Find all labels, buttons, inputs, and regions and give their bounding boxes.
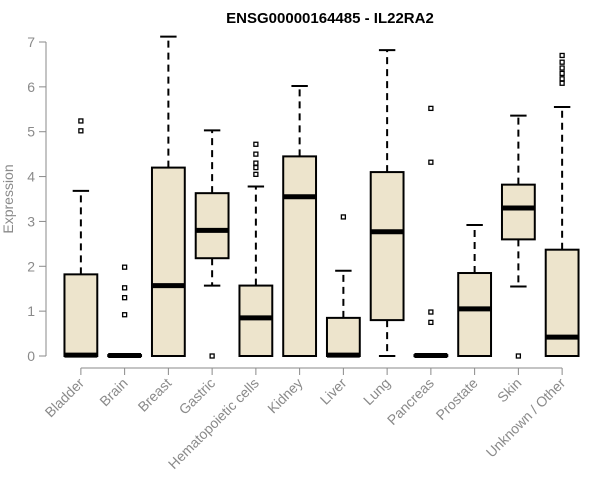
box-iqr xyxy=(369,171,405,322)
outlier-point xyxy=(559,52,565,59)
box-hematopoietic-cells xyxy=(238,141,274,357)
box-iqr xyxy=(500,183,536,241)
box-lung xyxy=(369,49,405,357)
box-unknown-other xyxy=(544,52,580,357)
box-liver xyxy=(325,214,361,358)
outlier-point xyxy=(253,151,259,157)
outlier-point xyxy=(428,309,434,315)
y-tick-label: 5 xyxy=(27,124,35,140)
outlier-point xyxy=(428,105,434,112)
x-tick-label: Lung xyxy=(360,375,393,408)
outlier-point xyxy=(253,141,259,147)
boxes-group xyxy=(63,35,580,359)
outlier-point xyxy=(121,285,128,291)
y-tick-label: 1 xyxy=(27,303,35,319)
box-iqr xyxy=(194,192,230,260)
outlier-point xyxy=(428,159,434,165)
y-tick-label: 0 xyxy=(27,348,35,364)
y-tick-label: 4 xyxy=(27,169,35,185)
x-tick-label: Prostate xyxy=(433,375,481,423)
outlier-point xyxy=(559,59,565,65)
outlier-point xyxy=(253,171,259,177)
outlier-point xyxy=(559,70,565,77)
box-skin xyxy=(500,114,536,359)
box-iqr xyxy=(457,272,493,357)
box-iqr xyxy=(63,273,99,357)
box-prostate xyxy=(457,224,493,357)
x-tick-label: Pancreas xyxy=(384,375,437,428)
x-tick-label: Brain xyxy=(96,375,130,409)
box-iqr xyxy=(282,155,318,357)
outlier-point xyxy=(340,214,347,220)
outlier-point xyxy=(78,118,84,124)
outlier-point xyxy=(515,353,522,359)
x-tick-label: Breast xyxy=(135,375,175,415)
x-tick-label: Unknown / Other xyxy=(483,375,569,461)
y-axis: 0 1 2 3 4 5 6 7 xyxy=(27,34,47,364)
x-tick-label: Bladder xyxy=(42,375,88,421)
outlier-point xyxy=(253,164,259,171)
y-tick-label: 3 xyxy=(27,213,35,229)
x-tick-label: Kidney xyxy=(264,375,306,417)
outlier-point xyxy=(428,319,434,326)
y-tick-label: 7 xyxy=(27,34,35,50)
box-bladder xyxy=(63,118,99,358)
outlier-point xyxy=(559,65,565,71)
x-tick-label: Liver xyxy=(317,375,350,408)
outlier-point xyxy=(253,160,259,166)
outlier-point xyxy=(559,76,565,82)
x-tick-label: Skin xyxy=(494,375,525,406)
outlier-point xyxy=(121,312,128,318)
box-iqr xyxy=(150,166,186,357)
box-iqr xyxy=(544,248,580,357)
x-tick-label: Gastric xyxy=(176,375,219,418)
box-iqr xyxy=(325,316,361,357)
outlier-point xyxy=(121,295,128,301)
box-kidney xyxy=(282,84,318,357)
outlier-point xyxy=(559,80,565,86)
box-pancreas xyxy=(413,105,449,359)
box-gastric xyxy=(194,129,230,359)
outlier-point xyxy=(78,128,84,134)
y-tick-label: 2 xyxy=(27,258,35,274)
chart-title: ENSG00000164485 - IL22RA2 xyxy=(226,10,434,27)
box-brain xyxy=(107,264,143,359)
box-breast xyxy=(150,35,186,357)
box-iqr xyxy=(238,284,274,357)
y-axis-label: Expression xyxy=(0,164,16,233)
y-tick-label: 6 xyxy=(27,79,35,95)
outlier-point xyxy=(209,353,215,359)
outlier-point xyxy=(121,264,128,270)
